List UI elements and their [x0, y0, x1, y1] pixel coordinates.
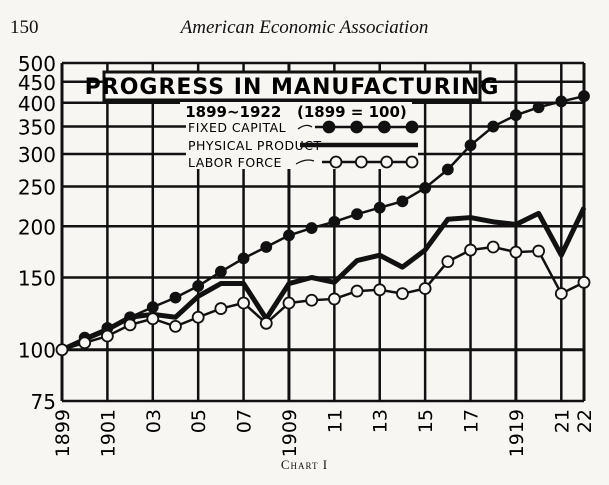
legend-marker — [380, 155, 394, 169]
data-point — [441, 255, 455, 269]
y-tick-label: 150 — [18, 267, 56, 291]
legend-label: PHYSICAL PRODUCT — [188, 138, 322, 153]
data-point — [123, 318, 137, 332]
data-point — [328, 215, 341, 228]
chart-title: PROGRESS IN MANUFACTURING — [85, 75, 500, 100]
x-tick-label: 17 — [461, 409, 483, 433]
data-point — [327, 292, 341, 306]
data-point — [441, 163, 454, 176]
data-point — [169, 291, 182, 304]
chart-subtitle-bg — [180, 102, 412, 120]
legend-label: LABOR FORCE — [188, 155, 282, 170]
data-point — [464, 139, 477, 152]
x-tick-label: 07 — [234, 409, 256, 433]
chart-subtitle: 1899~1922 (1899 = 100) — [185, 103, 407, 121]
data-point — [532, 101, 545, 114]
data-point — [237, 296, 250, 310]
y-tick-label: 400 — [18, 92, 56, 116]
data-point — [351, 208, 363, 221]
legend-marker — [322, 120, 336, 134]
y-tick-label: 75 — [31, 390, 56, 414]
x-tick-label: 1899 — [52, 409, 74, 457]
x-tick-label: 1901 — [97, 409, 119, 457]
y-tick-label: 350 — [18, 116, 56, 140]
data-point — [350, 284, 364, 298]
data-point — [191, 310, 205, 324]
legend-marker — [405, 155, 419, 169]
data-point — [396, 287, 409, 301]
data-point — [78, 336, 92, 350]
data-point — [282, 296, 296, 310]
legend-marker — [350, 120, 364, 134]
data-point — [214, 302, 228, 315]
data-point — [419, 182, 432, 194]
data-point — [260, 241, 273, 253]
data-point — [146, 312, 160, 326]
x-tick-label: 1919 — [506, 409, 528, 457]
y-tick-label: 200 — [18, 215, 56, 239]
data-point — [464, 243, 477, 257]
data-point — [55, 343, 69, 357]
data-point — [578, 90, 590, 103]
legend-marker — [354, 155, 368, 169]
data-point — [305, 293, 319, 307]
y-tick-label: 300 — [18, 143, 56, 167]
data-point — [396, 195, 409, 208]
chart-series — [55, 90, 591, 357]
data-point — [283, 229, 295, 242]
data-point — [554, 287, 568, 301]
data-point — [532, 244, 546, 258]
data-point — [169, 320, 182, 333]
data-point — [373, 201, 386, 214]
y-tick-label: 500 — [18, 52, 56, 76]
x-tick-label: 03 — [143, 409, 165, 433]
chart-caption: Chart I — [280, 457, 329, 472]
x-tick-label: 22 — [574, 409, 596, 433]
chart-legend: FIXED CAPITAL PHYSICAL PRODUCT LABOR FORCE — [186, 119, 419, 170]
series-line-2 — [61, 245, 585, 351]
data-point — [237, 252, 250, 265]
data-point — [305, 222, 318, 234]
data-point — [487, 120, 500, 133]
legend-label: FIXED CAPITAL — [188, 120, 286, 135]
data-point — [214, 265, 227, 278]
data-point — [146, 301, 159, 314]
legend-marker — [377, 120, 391, 134]
data-point — [486, 240, 500, 254]
x-tick-label: 13 — [370, 409, 392, 433]
data-point — [509, 245, 523, 259]
x-tick-label: 1909 — [279, 409, 301, 457]
data-point — [418, 282, 432, 295]
legend-pointer — [295, 159, 315, 165]
x-tick-label: 11 — [324, 409, 346, 433]
page-number: 150 — [10, 17, 39, 38]
data-point — [373, 283, 387, 297]
data-point — [259, 316, 273, 330]
y-tick-label: 250 — [18, 175, 56, 199]
legend-marker — [405, 120, 419, 134]
x-tick-label: 05 — [188, 409, 210, 433]
y-tick-label: 100 — [18, 339, 56, 363]
chart-title-frame — [102, 70, 482, 102]
running-head: American Economic Association — [180, 17, 429, 38]
data-point — [577, 275, 591, 289]
legend-pointer — [297, 124, 313, 130]
data-point — [555, 95, 568, 108]
chart-title-box: PROGRESS IN MANUFACTURING 1899~1922 (189… — [85, 70, 500, 121]
data-point — [510, 109, 522, 122]
legend-marker — [329, 155, 343, 169]
data-point — [100, 329, 114, 343]
x-tick-label: 15 — [415, 409, 437, 433]
data-point — [192, 280, 205, 292]
y-tick-label: 450 — [18, 71, 56, 95]
x-tick-label: 21 — [551, 409, 573, 433]
